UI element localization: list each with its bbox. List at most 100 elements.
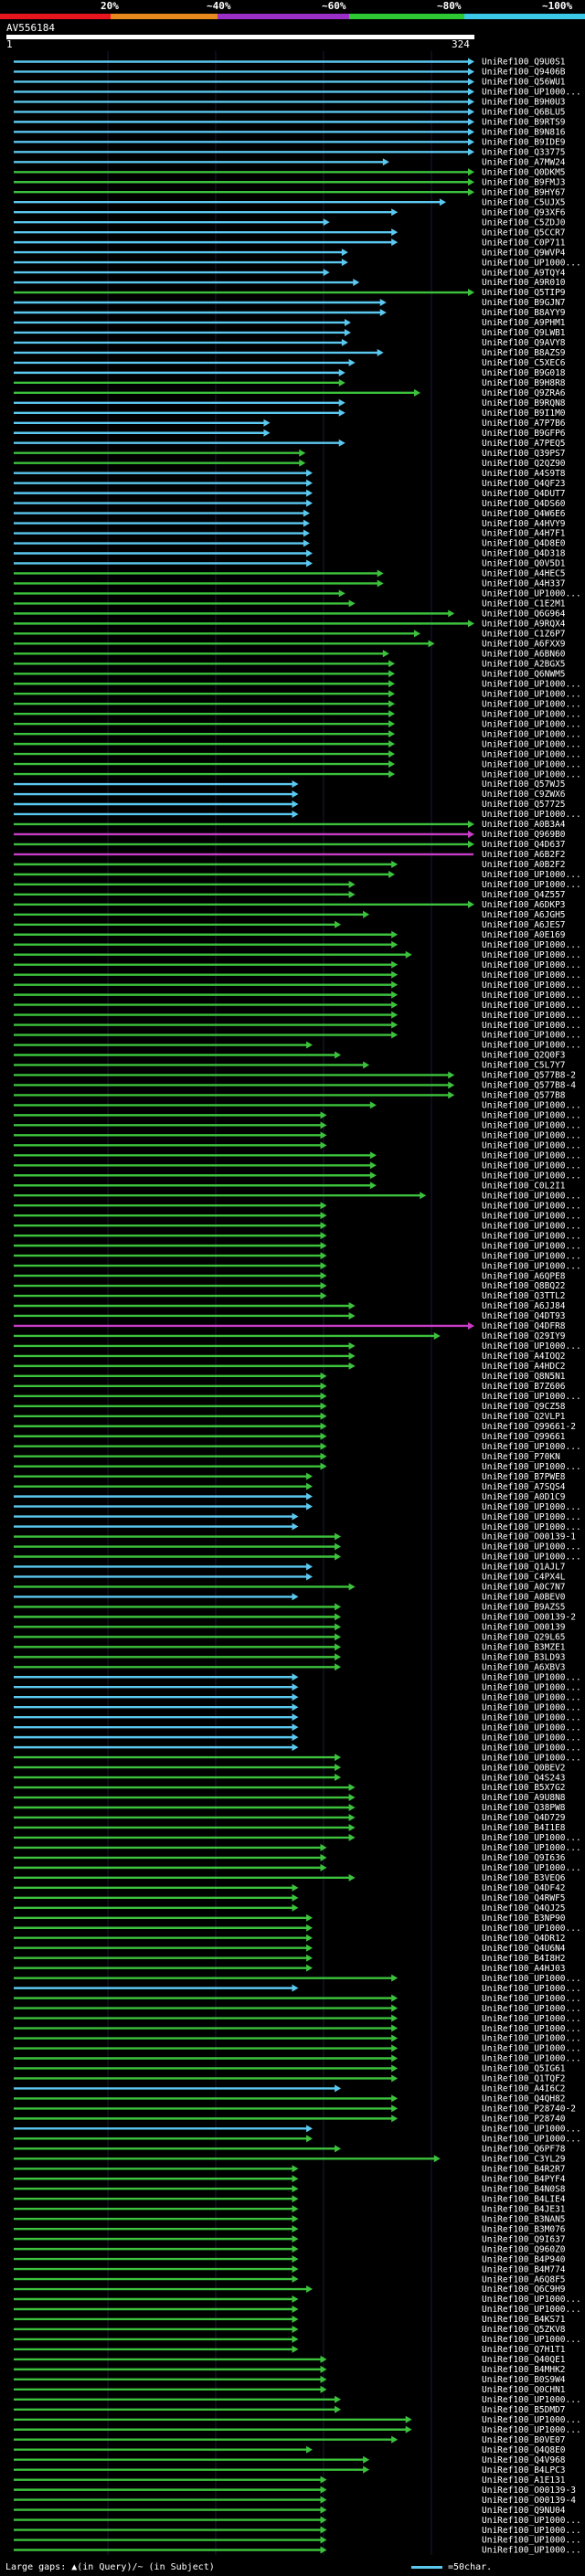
hit-label[interactable]: UniRef100_UP1000...: [482, 2516, 581, 2526]
hit-label[interactable]: UniRef100_UP1000...: [482, 1011, 581, 1021]
hit-label[interactable]: UniRef100_UP1000...: [482, 1682, 581, 1692]
hit-label[interactable]: UniRef100_UP1000...: [482, 1131, 581, 1141]
hit-row[interactable]: UniRef100_Q7H1T1: [14, 2345, 566, 2355]
hit-label[interactable]: UniRef100_UP1000...: [482, 1863, 581, 1873]
hit-label[interactable]: UniRef100_B0S9W4: [482, 2375, 566, 2385]
hit-row[interactable]: UniRef100_UP1000...: [14, 2014, 581, 2024]
hit-label[interactable]: UniRef100_UP1000...: [482, 1221, 581, 1231]
hit-row[interactable]: UniRef100_C5XEC6: [14, 358, 566, 368]
hit-row[interactable]: UniRef100_Q9U0S1: [14, 58, 566, 68]
hit-label[interactable]: UniRef100_B9FMJ3: [482, 177, 566, 187]
hit-label[interactable]: UniRef100_B9GFP6: [482, 429, 566, 439]
hit-label[interactable]: UniRef100_UP1000...: [482, 1833, 581, 1843]
hit-row[interactable]: UniRef100_O00139-2: [14, 1613, 576, 1623]
hit-row[interactable]: UniRef100_Q56WU1: [14, 78, 566, 88]
hit-label[interactable]: UniRef100_Q1AJL7: [482, 1563, 566, 1573]
hit-row[interactable]: UniRef100_UP1000...: [14, 1442, 581, 1452]
hit-label[interactable]: UniRef100_Q99661: [482, 1432, 566, 1442]
hit-label[interactable]: UniRef100_Q5TIP9: [482, 288, 566, 298]
hit-label[interactable]: UniRef100_UP1000...: [482, 2044, 581, 2054]
hit-row[interactable]: UniRef100_UP1000...: [14, 88, 581, 98]
hit-label[interactable]: UniRef100_UP1000...: [482, 1111, 581, 1121]
hit-row[interactable]: UniRef100_UP1000...: [14, 1041, 581, 1051]
hit-label[interactable]: UniRef100_A7P7B6: [482, 419, 566, 429]
hit-row[interactable]: UniRef100_A7MW24: [14, 157, 566, 167]
hit-row[interactable]: UniRef100_C0P711: [14, 238, 566, 248]
hit-label[interactable]: UniRef100_UP1000...: [482, 1231, 581, 1241]
hit-row[interactable]: UniRef100_Q29IY9: [14, 1331, 566, 1341]
hit-row[interactable]: UniRef100_UP1000...: [14, 1723, 581, 1733]
hit-label[interactable]: UniRef100_A9PHM1: [482, 318, 566, 328]
hit-row[interactable]: UniRef100_UP1000...: [14, 759, 581, 769]
hit-label[interactable]: UniRef100_Q4Z557: [482, 890, 566, 900]
hit-row[interactable]: UniRef100_B3VEQ6: [14, 1873, 566, 1883]
hit-label[interactable]: UniRef100_UP1000...: [482, 2415, 581, 2425]
hit-label[interactable]: UniRef100_UP1000...: [482, 2526, 581, 2536]
hit-row[interactable]: UniRef100_UP1000...: [14, 1462, 581, 1472]
hit-row[interactable]: UniRef100_Q4RWF5: [14, 1893, 566, 1903]
hit-row[interactable]: UniRef100_UP1000...: [14, 1021, 581, 1031]
hit-label[interactable]: UniRef100_Q4D8E0: [482, 539, 566, 549]
hit-row[interactable]: UniRef100_UP1000...: [14, 960, 581, 970]
hit-row[interactable]: UniRef100_Q577B8-4: [14, 1081, 576, 1091]
hit-row[interactable]: UniRef100_B3M076: [14, 2224, 566, 2234]
hit-label[interactable]: UniRef100_Q5ZKV8: [482, 2325, 566, 2335]
hit-row[interactable]: UniRef100_Q1TQF2: [14, 2074, 566, 2084]
hit-label[interactable]: UniRef100_UP1000...: [482, 1843, 581, 1853]
hit-row[interactable]: UniRef100_A4HVY9: [14, 519, 566, 529]
hit-row[interactable]: UniRef100_Q33775: [14, 148, 566, 158]
hit-label[interactable]: UniRef100_B3LD93: [482, 1652, 566, 1662]
hit-label[interactable]: UniRef100_UP1000...: [482, 870, 581, 880]
hit-label[interactable]: UniRef100_B3VEQ6: [482, 1873, 566, 1883]
hit-row[interactable]: UniRef100_Q9CZ58: [14, 1402, 566, 1412]
hit-row[interactable]: UniRef100_Q5TIP9: [14, 288, 566, 298]
hit-label[interactable]: UniRef100_B9GJN7: [482, 298, 566, 308]
hit-label[interactable]: UniRef100_UP1000...: [482, 2004, 581, 2014]
hit-row[interactable]: UniRef100_UP1000...: [14, 1984, 581, 1994]
hit-row[interactable]: UniRef100_UP1000...: [14, 1171, 581, 1181]
hit-label[interactable]: UniRef100_Q9ZRA6: [482, 388, 566, 398]
hit-label[interactable]: UniRef100_C5ZDJ0: [482, 217, 566, 228]
hit-label[interactable]: UniRef100_Q56WU1: [482, 78, 566, 88]
hit-row[interactable]: UniRef100_UP1000...: [14, 1341, 581, 1352]
hit-row[interactable]: UniRef100_UP1000...: [14, 1542, 581, 1553]
hit-label[interactable]: UniRef100_Q4RWF5: [482, 1893, 566, 1903]
hit-label[interactable]: UniRef100_B4PYF4: [482, 2174, 566, 2184]
hit-label[interactable]: UniRef100_A7SQS4: [482, 1482, 566, 1492]
hit-row[interactable]: UniRef100_C3YL29: [14, 2154, 566, 2164]
hit-label[interactable]: UniRef100_UP1000...: [482, 981, 581, 991]
hit-label[interactable]: UniRef100_Q6NWM5: [482, 669, 566, 679]
hit-row[interactable]: UniRef100_UP1000...: [14, 2054, 581, 2064]
hit-label[interactable]: UniRef100_B7PWE8: [482, 1472, 566, 1482]
hit-row[interactable]: UniRef100_C9ZWX6: [14, 790, 566, 800]
hit-row[interactable]: UniRef100_Q4D318: [14, 549, 566, 559]
hit-row[interactable]: UniRef100_UP1000...: [14, 1221, 581, 1231]
hit-row[interactable]: UniRef100_C5L7Y7: [14, 1061, 566, 1071]
hit-row[interactable]: UniRef100_Q6BLU5: [14, 108, 566, 118]
hit-row[interactable]: UniRef100_UP1000...: [14, 2135, 581, 2145]
hit-row[interactable]: UniRef100_Q4D8E0: [14, 539, 566, 549]
hit-row[interactable]: UniRef100_UP1000...: [14, 1553, 581, 1563]
hit-row[interactable]: UniRef100_UP1000...: [14, 1682, 581, 1692]
hit-label[interactable]: UniRef100_UP1000...: [482, 1974, 581, 1984]
hit-row[interactable]: UniRef100_A6BN60: [14, 650, 566, 660]
hit-row[interactable]: UniRef100_Q99661: [14, 1432, 566, 1442]
hit-row[interactable]: UniRef100_A4HJ03: [14, 1964, 566, 1974]
hit-label[interactable]: UniRef100_UP1000...: [482, 2395, 581, 2405]
hit-label[interactable]: UniRef100_Q5IG61: [482, 2064, 566, 2074]
hit-row[interactable]: UniRef100_B4JE31: [14, 2204, 566, 2214]
hit-label[interactable]: UniRef100_Q1TQF2: [482, 2074, 566, 2084]
hit-label[interactable]: UniRef100_B0VE07: [482, 2435, 566, 2445]
hit-row[interactable]: UniRef100_Q9I637: [14, 2234, 566, 2244]
hit-row[interactable]: UniRef100_Q2Q0F3: [14, 1051, 566, 1061]
hit-row[interactable]: UniRef100_A9R010: [14, 278, 566, 288]
hit-label[interactable]: UniRef100_UP1000...: [482, 2014, 581, 2024]
hit-row[interactable]: UniRef100_Q9AVY8: [14, 338, 566, 348]
hit-row[interactable]: UniRef100_Q4Q8E0: [14, 2445, 566, 2455]
hit-label[interactable]: UniRef100_UP1000...: [482, 1211, 581, 1221]
hit-row[interactable]: UniRef100_B4P940: [14, 2254, 566, 2264]
hit-label[interactable]: UniRef100_UP1000...: [482, 810, 581, 820]
hit-label[interactable]: UniRef100_Q4DS60: [482, 499, 566, 509]
hit-row[interactable]: UniRef100_UP1000...: [14, 991, 581, 1001]
hit-label[interactable]: UniRef100_UP1000...: [482, 1502, 581, 1512]
